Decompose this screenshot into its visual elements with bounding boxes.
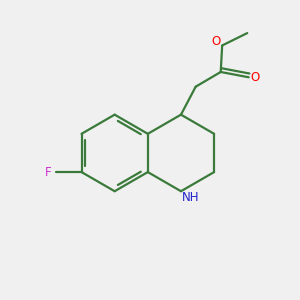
Text: O: O (250, 71, 260, 84)
Text: F: F (45, 166, 52, 178)
Text: O: O (211, 35, 220, 48)
Text: NH: NH (182, 191, 199, 204)
